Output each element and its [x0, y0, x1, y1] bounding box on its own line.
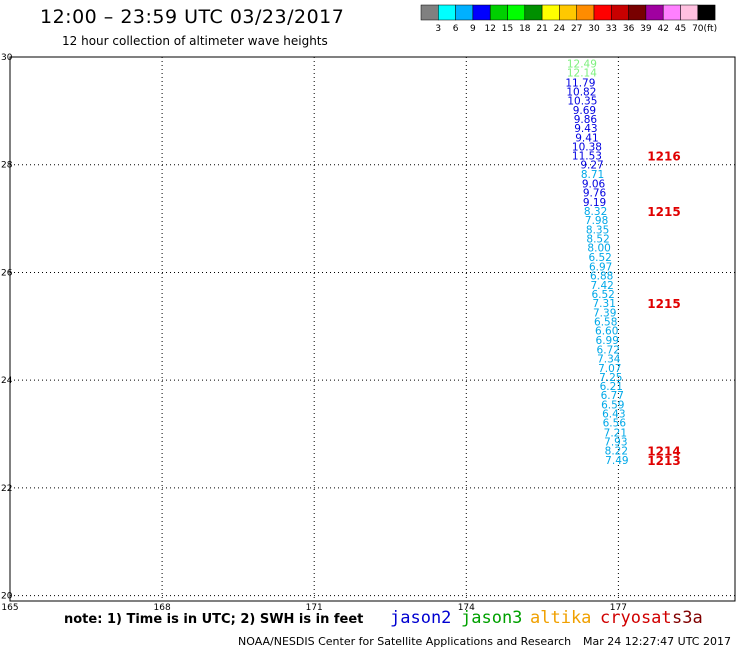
wave-height-label: 11.79 [565, 77, 595, 89]
legend-cryosat: cryosat [600, 608, 672, 628]
y-tick-label: 26 [1, 268, 13, 278]
wave-height-label: 11.53 [572, 151, 602, 163]
footer-note: note: 1) Time is in UTC; 2) SWH is in fe… [64, 612, 364, 627]
colorbar-label: 18 [519, 24, 531, 34]
wave-height-label: 9.06 [582, 179, 606, 191]
colorbar-label: 42 [657, 24, 668, 34]
colorbar-label: 30 [588, 24, 600, 34]
page-subtitle: 12 hour collection of altimeter wave hei… [62, 34, 328, 48]
wave-height-label: 10.35 [567, 96, 597, 108]
wave-height-label: 6.60 [595, 326, 618, 338]
wave-height-label: 8.32 [584, 206, 607, 218]
wave-height-label: 6.77 [601, 390, 624, 402]
time-label: 1216 [647, 150, 680, 164]
wave-height-label: 6.52 [588, 252, 611, 264]
wave-height-label: 8.71 [581, 169, 604, 181]
wave-height-label: 8.22 [605, 446, 628, 458]
x-tick-label: 165 [1, 603, 18, 613]
wave-height-label: 7.42 [590, 280, 613, 292]
y-tick-label: 22 [1, 484, 12, 494]
wave-height-label: 6.52 [591, 289, 614, 301]
y-tick-label: 30 [1, 53, 13, 63]
legend-jason2: jason2 [390, 608, 452, 628]
wave-height-label: 9.41 [575, 132, 598, 144]
wave-height-label: 7.98 [585, 215, 608, 227]
colorbar-label: 27 [571, 24, 582, 34]
wave-height-label: 7.93 [604, 437, 627, 449]
wave-height-label: 7.39 [593, 307, 616, 319]
wave-height-label: 7.34 [597, 354, 621, 366]
wave-height-label: 8.00 [587, 243, 610, 255]
colorbar-label: 33 [606, 24, 617, 34]
colorbar-label: 39 [640, 24, 652, 34]
x-tick-label: 177 [610, 603, 627, 613]
y-tick-label: 28 [1, 161, 13, 171]
x-tick-label: 171 [306, 603, 323, 613]
wave-height-label: 12.14 [567, 68, 597, 80]
wave-height-label: 7.21 [604, 427, 627, 439]
wave-height-label: 7.25 [599, 372, 622, 384]
wave-height-label: 7.31 [593, 298, 616, 310]
colorbar-unit: (ft) [704, 24, 718, 34]
y-tick-label: 20 [1, 592, 13, 602]
time-label: 1213 [647, 454, 680, 468]
wave-height-label: 6.56 [603, 418, 627, 430]
wave-height-label: 6.88 [590, 271, 613, 283]
wave-height-label: 6.97 [589, 262, 612, 274]
credit-text: NOAA/NESDIS Center for Satellite Applica… [238, 635, 572, 648]
colorbar-swatch [697, 4, 716, 21]
timestamp-text: Mar 24 12:27:47 UTC 2017 [583, 635, 731, 648]
wave-height-label: 6.43 [602, 409, 625, 421]
colorbar-label: 45 [675, 24, 686, 34]
plot-frame [9, 56, 736, 602]
wave-height-label: 9.76 [583, 188, 607, 200]
colorbar-label: 6 [453, 24, 459, 34]
wave-height-label: 10.82 [566, 86, 596, 98]
wave-height-label: 6.99 [596, 335, 619, 347]
x-tick-label: 174 [458, 603, 475, 613]
legend-jason3: jason3 [461, 608, 523, 628]
page-title: 12:00 – 23:59 UTC 03/23/2017 [40, 6, 345, 28]
time-label: 1215 [647, 205, 680, 219]
wave-height-label: 9.19 [583, 197, 606, 209]
wave-height-label: 7.49 [605, 455, 628, 467]
wave-height-label: 7.07 [598, 363, 621, 375]
colorbar-label: 36 [623, 24, 635, 34]
wave-height-label: 6.58 [594, 316, 617, 328]
time-label: 1215 [647, 297, 680, 311]
colorbar-label: 24 [554, 24, 566, 34]
wave-height-label: 9.43 [574, 123, 597, 135]
wave-height-label: 8.35 [586, 224, 609, 236]
colorbar-label: 9 [470, 24, 476, 34]
wave-height-label: 12.49 [567, 58, 597, 70]
colorbar-label: 15 [502, 24, 513, 34]
legend-altika: altika [530, 608, 592, 628]
colorbar-label: 3 [435, 24, 441, 34]
wave-height-label: 8.52 [586, 234, 609, 246]
time-label: 1214 [647, 445, 680, 459]
legend-s3a: s3a [672, 608, 703, 628]
wave-height-label: 9.27 [580, 160, 603, 172]
colorbar-label: 70 [692, 24, 704, 34]
colorbar-label: 12 [484, 24, 495, 34]
colorbar-legend: 3 6 9 12 15 18 21 24 27 30 33 36 39 42 45 70 (ft) [420, 4, 718, 34]
colorbar-label: 21 [536, 24, 547, 34]
wave-height-label: 9.69 [573, 105, 596, 117]
wave-height-label: 10.38 [572, 141, 602, 153]
x-tick-label: 168 [154, 603, 171, 613]
wave-height-label: 6.21 [600, 381, 623, 393]
wave-height-label: 6.59 [601, 399, 624, 411]
wave-height-label: 6.72 [597, 344, 620, 356]
y-tick-label: 24 [1, 376, 13, 386]
wave-height-label: 9.86 [574, 114, 598, 126]
